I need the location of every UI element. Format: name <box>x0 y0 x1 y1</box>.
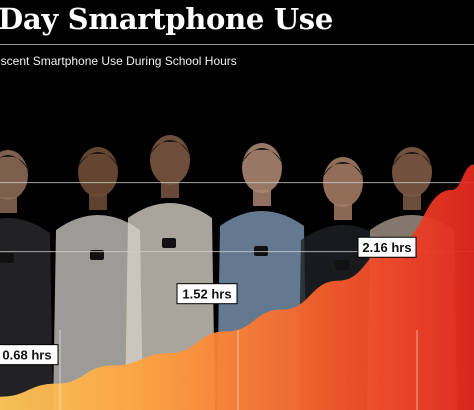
person-head <box>78 147 118 197</box>
person-hair <box>148 140 192 158</box>
data-label-box <box>176 283 238 305</box>
person-neck <box>253 190 271 206</box>
person-neck <box>0 197 17 213</box>
person-hair <box>0 155 30 173</box>
person-body <box>0 218 53 410</box>
phone <box>0 253 14 263</box>
person-hair <box>390 152 434 170</box>
person-neck <box>334 204 352 220</box>
person-head <box>323 157 363 207</box>
data-label: 1.52 hrs <box>182 287 231 302</box>
person-hair <box>76 152 120 170</box>
data-label: 0.68 hrs <box>2 348 51 363</box>
phone <box>254 246 268 256</box>
phone <box>162 238 176 248</box>
data-labels: 0.68 hrs 1.52 hrs 2.16 hrs <box>0 236 417 366</box>
vertical-guides <box>59 330 418 410</box>
background-photo <box>0 135 457 410</box>
data-label: 2.16 hrs <box>362 240 411 255</box>
phone <box>335 260 349 270</box>
phone <box>90 250 104 260</box>
chart-subtitle: escent Smartphone Use During School Hour… <box>0 54 237 68</box>
title-divider <box>0 44 474 45</box>
person-neck <box>403 194 421 210</box>
chart-title: Day Smartphone Use <box>0 2 333 36</box>
person-neck <box>89 194 107 210</box>
person-head <box>150 135 190 185</box>
area-series <box>0 164 474 410</box>
person-head <box>242 143 282 193</box>
person-hair <box>240 148 284 166</box>
person-hair <box>321 162 365 180</box>
person-head <box>0 150 28 200</box>
person-body <box>53 215 143 410</box>
data-label-box <box>0 344 59 366</box>
data-label-box <box>357 236 417 258</box>
person-head <box>392 147 432 197</box>
person-neck <box>161 182 179 198</box>
